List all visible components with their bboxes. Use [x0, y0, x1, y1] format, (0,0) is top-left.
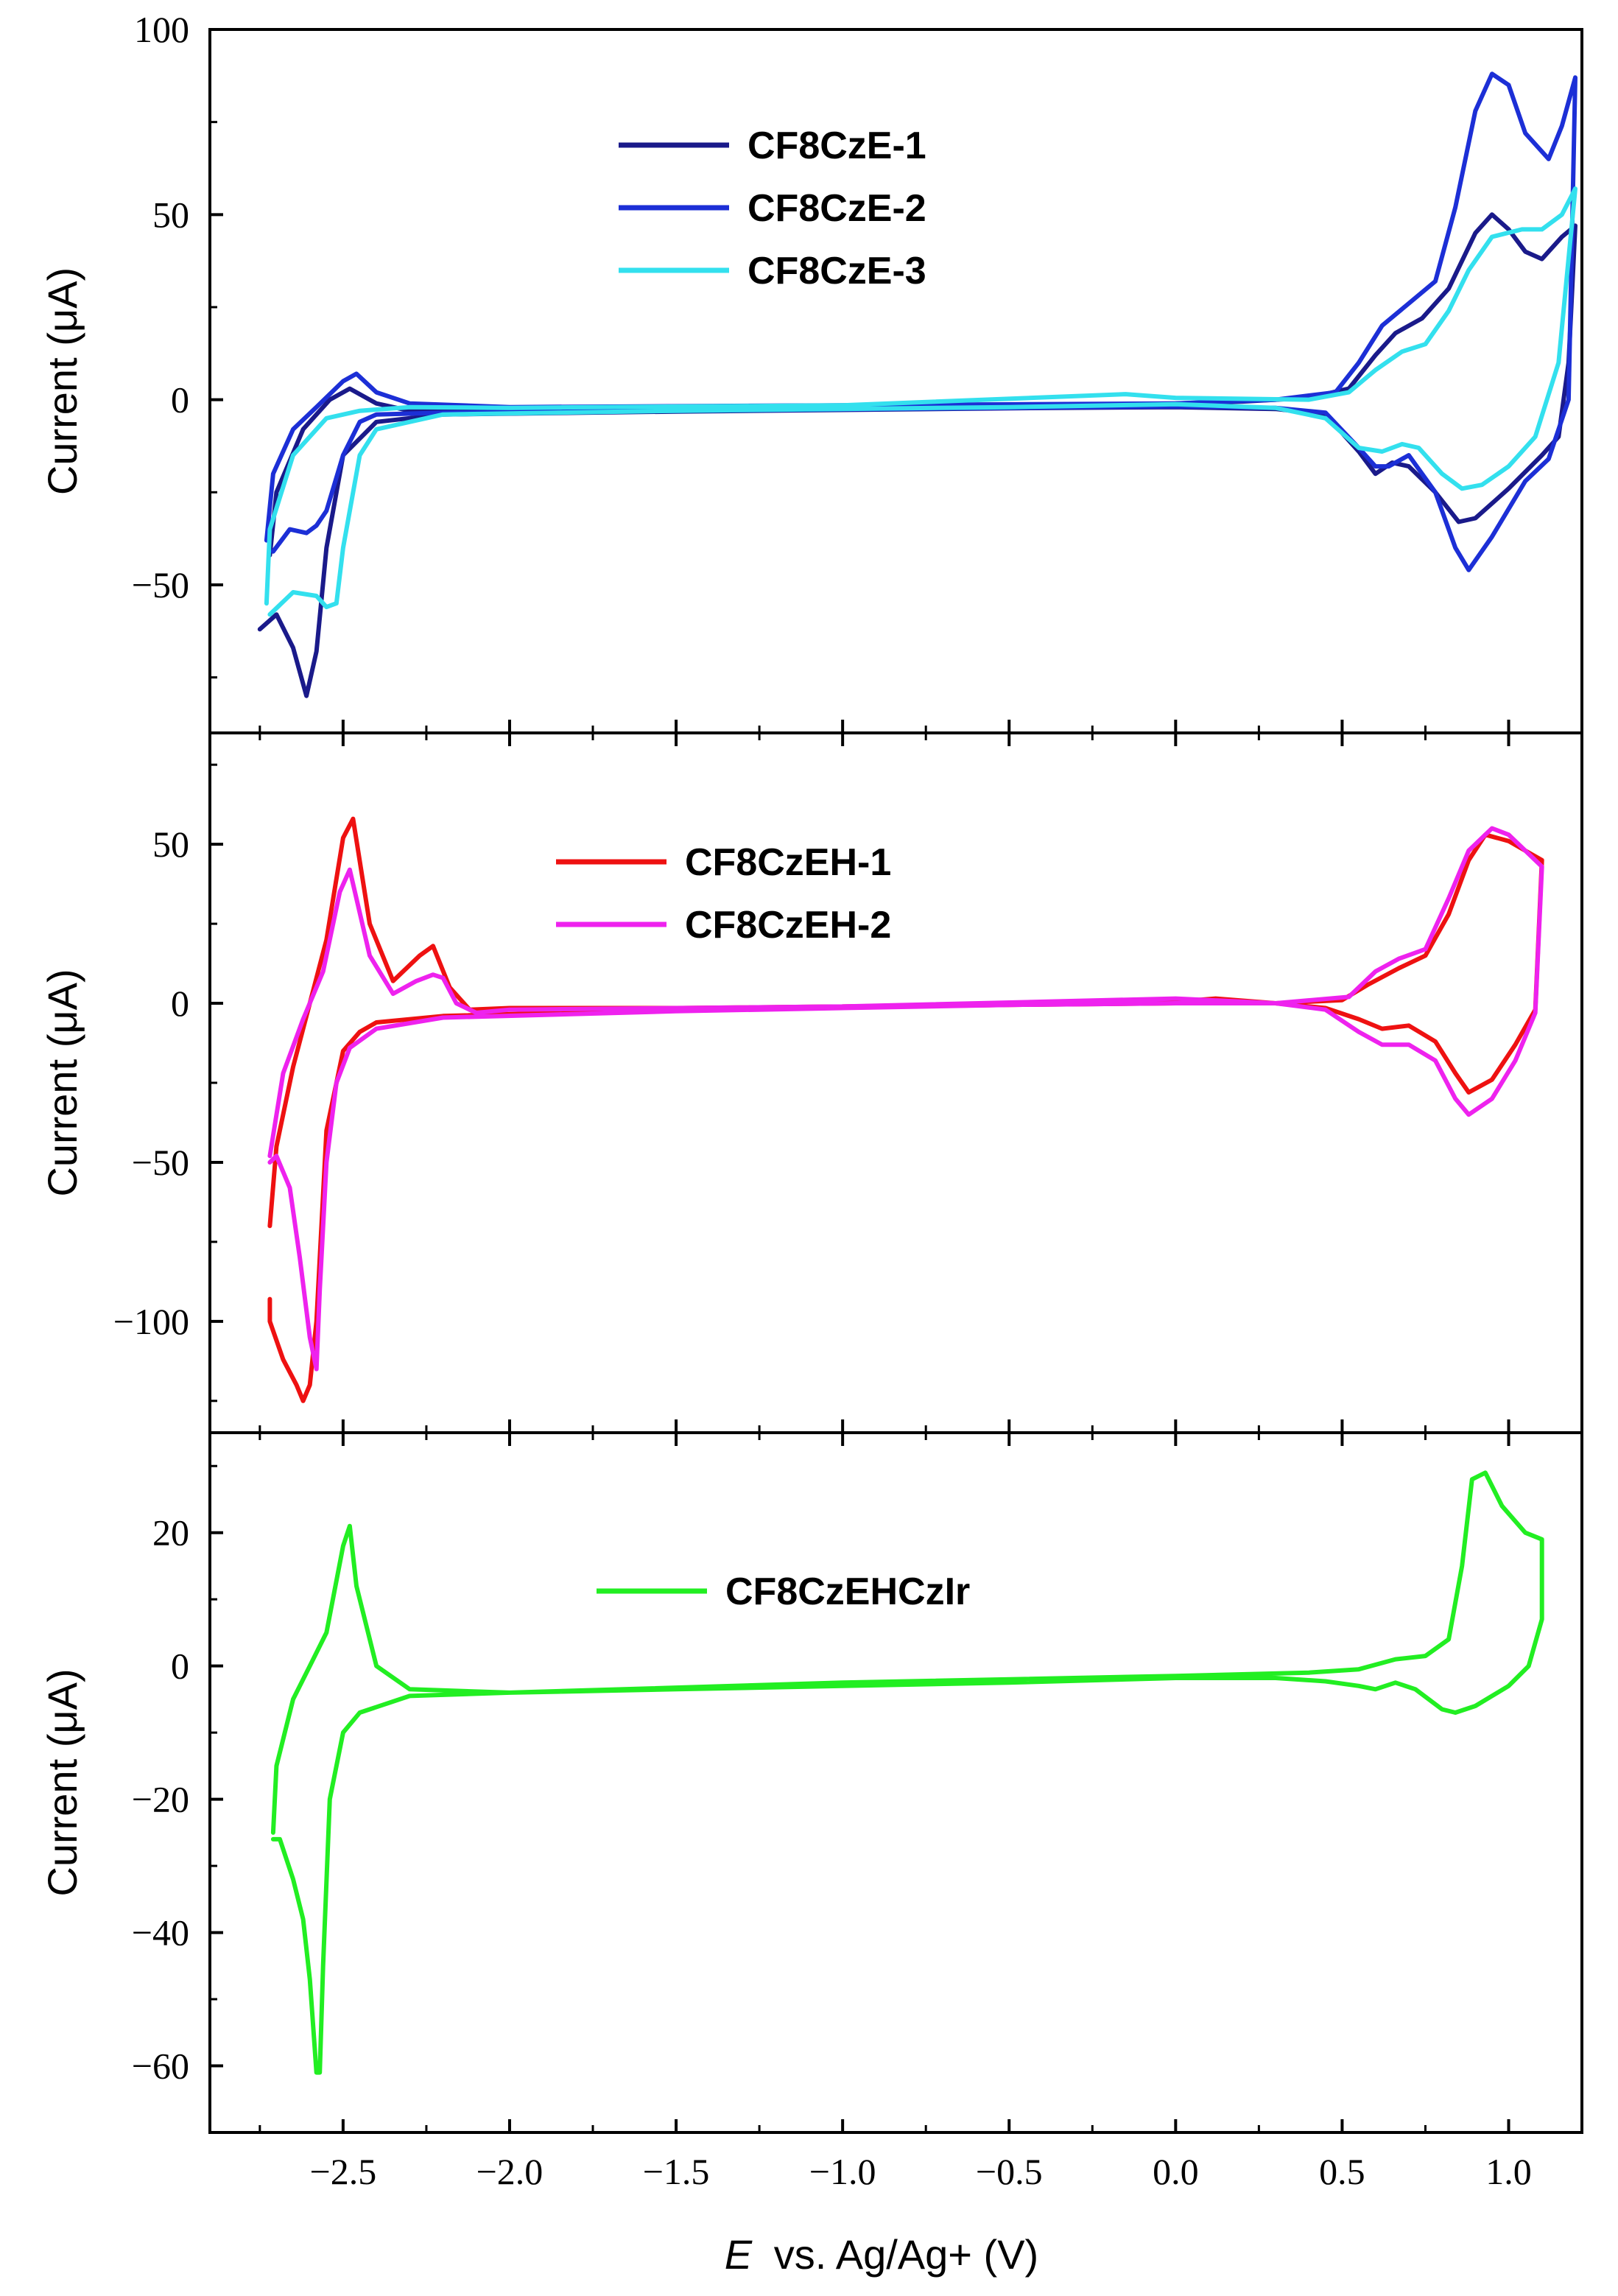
- chart-panels: 100 50 0 −50 Current (μA) CF8CzE-1 CF8CzE-2 CF8…: [39, 9, 1583, 2134]
- legend-label-cf8czeh-1: CF8CzEH-1: [685, 841, 891, 884]
- legend-label-cf8cze-2: CF8CzE-2: [748, 187, 926, 230]
- x-tick-label: 0.5: [1319, 2151, 1365, 2192]
- series-line-cf8czeh-2: [267, 826, 1544, 1372]
- y-tick-label: 0: [171, 983, 189, 1024]
- x-tick-label: −0.5: [976, 2151, 1043, 2192]
- y-tick-label: −60: [132, 2046, 189, 2087]
- legend-label-cf8cze-3: CF8CzE-3: [748, 250, 926, 292]
- legend-label-cf8cze-1: CF8CzE-1: [748, 124, 926, 167]
- y-tick-label: 0: [171, 379, 189, 421]
- x-tick-label: −1.5: [643, 2151, 710, 2192]
- y-axis-label: Current (μA): [39, 969, 85, 1196]
- chart-panel-2: 50 0 −50 −100 Current (μA) CF8CzEH-1 CF8CzEH-2: [39, 731, 1583, 1434]
- panel-frame: [208, 731, 1583, 1434]
- panel-frame: [208, 1431, 1583, 2134]
- x-axis-label-text: vs. Ag/Ag+ (V): [774, 2231, 1039, 2278]
- y-tick-label: −50: [132, 564, 189, 605]
- x-tick-label: 1.0: [1485, 2151, 1532, 2192]
- series-line-cf8czehczir: [270, 1470, 1544, 2075]
- y-tick-label: −40: [132, 1912, 189, 1953]
- x-tick-label: −2.0: [476, 2151, 544, 2192]
- y-tick-label: 0: [171, 1646, 189, 1687]
- x-tick-label: 0.0: [1153, 2151, 1199, 2192]
- series-line-cf8cze-3: [264, 186, 1577, 617]
- legend-label-cf8czehczir: CF8CzEHCzIr: [725, 1570, 970, 1613]
- legend-label-cf8czeh-2: CF8CzEH-2: [685, 904, 891, 947]
- y-tick-label: −20: [132, 1779, 189, 1820]
- chart-panel-3: 20 0 −20 −40 −60 Current (μA) CF8CzEHCzIr: [39, 1431, 1583, 2134]
- y-tick-label: 50: [152, 824, 189, 865]
- chart-panel-1: 100 50 0 −50 Current (μA) CF8CzE-1 CF8CzE-2 CF8…: [39, 9, 1583, 734]
- y-axis-label: Current (μA): [39, 267, 85, 495]
- x-tick-label: −2.5: [310, 2151, 377, 2192]
- x-axis-tick-labels: −2.5 −2.0 −1.5 −1.0 −0.5 0.0 0.5 1.0: [310, 2151, 1532, 2192]
- y-tick-label: 100: [134, 9, 189, 50]
- y-tick-label: 20: [152, 1512, 189, 1554]
- x-axis-label-symbol: E: [725, 2231, 753, 2278]
- x-tick-label: −1.0: [809, 2151, 876, 2192]
- y-tick-label: 50: [152, 194, 189, 235]
- x-axis-label: E vs. Ag/Ag+ (V): [725, 2231, 1038, 2278]
- y-tick-label: −100: [113, 1301, 189, 1342]
- series-line-cf8czeh-1: [267, 816, 1544, 1403]
- y-tick-label: −50: [132, 1142, 189, 1183]
- y-axis-label: Current (μA): [39, 1668, 85, 1896]
